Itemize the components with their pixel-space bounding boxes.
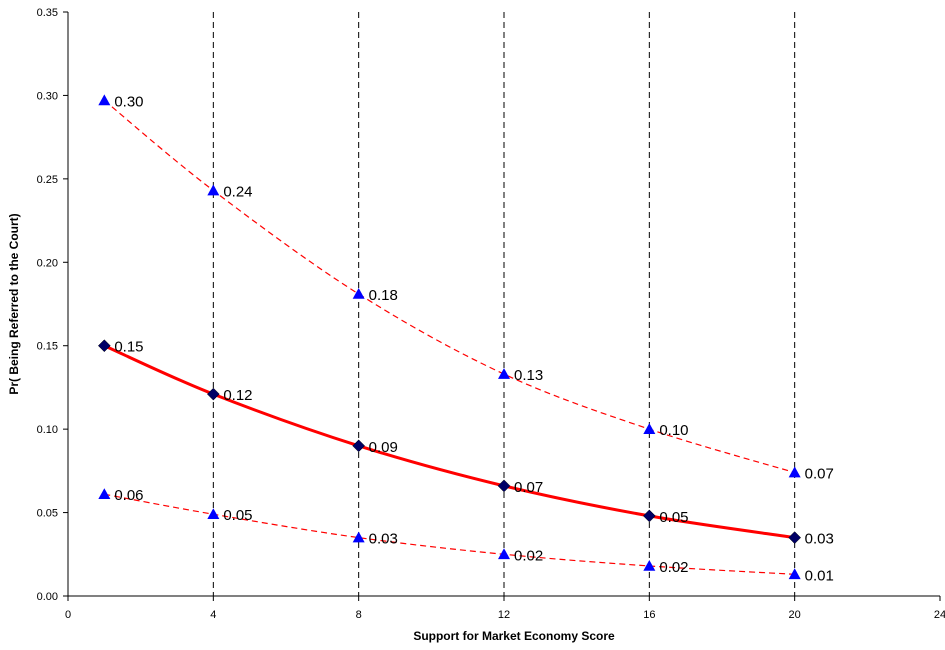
data-label: 0.05 [659, 509, 688, 526]
y-tick-labels: 0.00 0.05 0.10 0.15 0.20 0.25 0.30 0.35 [37, 7, 58, 603]
diamond-marker [788, 531, 802, 544]
triangle-marker [207, 184, 220, 196]
triangle-marker [98, 488, 111, 500]
x-axis-title: Support for Market Economy Score [413, 629, 615, 643]
x-tick-label: 4 [210, 609, 216, 621]
series-line-estimate [103, 344, 795, 540]
diamond-marker [497, 479, 511, 493]
series-lower: 0.06 0.05 0.03 0.02 0.02 0.01 [98, 487, 834, 584]
x-tick-label: 20 [789, 609, 801, 621]
data-label: 0.05 [223, 507, 252, 524]
data-label: 0.02 [514, 547, 543, 564]
data-label: 0.09 [369, 439, 398, 456]
data-label: 0.18 [369, 287, 398, 304]
data-label: 0.03 [369, 531, 398, 548]
data-label: 0.02 [659, 559, 688, 576]
data-label: 0.10 [659, 422, 688, 439]
data-label: 0.07 [514, 479, 543, 496]
x-tick-label: 24 [934, 609, 945, 621]
data-label: 0.01 [805, 567, 834, 584]
data-label: 0.12 [223, 387, 252, 404]
y-tick-label: 0.35 [37, 7, 58, 19]
triangle-marker [498, 548, 510, 560]
y-axis-title: Pr( Being Referred to the Court) [7, 213, 21, 394]
y-tick-label: 0.30 [37, 90, 58, 102]
data-label: 0.15 [114, 339, 143, 356]
diamond-marker [642, 509, 656, 523]
diamond-marker [97, 339, 111, 353]
triangle-marker [643, 559, 656, 571]
series-line-lower [104, 493, 795, 575]
x-tick-label: 16 [643, 609, 655, 621]
diamond-marker [352, 439, 366, 453]
x-tick-labels: 0 4 8 12 16 20 24 [65, 609, 945, 621]
triangle-marker [352, 287, 365, 299]
x-tick-label: 12 [498, 609, 510, 621]
y-tick-label: 0.20 [37, 257, 58, 269]
triangle-marker [788, 466, 801, 478]
data-label: 0.30 [114, 93, 143, 110]
series-group: 0.30 0.24 0.18 0.13 0.10 0.07 0.15 0.12 0.09 0.07… [97, 93, 834, 584]
series-upper: 0.30 0.24 0.18 0.13 0.10 0.07 [98, 93, 834, 483]
y-tick-label: 0.10 [37, 424, 58, 436]
y-tick-label: 0.15 [37, 341, 58, 353]
triangle-marker [643, 423, 656, 434]
data-label: 0.06 [114, 487, 143, 504]
y-tick-label: 0.05 [37, 508, 58, 520]
series-estimate: 0.15 0.12 0.09 0.07 0.05 0.03 [97, 339, 834, 548]
data-label: 0.07 [805, 466, 834, 483]
data-label: 0.13 [514, 367, 543, 384]
data-label: 0.24 [223, 184, 252, 201]
data-label: 0.03 [805, 531, 834, 548]
x-tick-label: 8 [356, 609, 362, 621]
triangle-marker [788, 568, 801, 580]
diamond-marker [206, 387, 220, 401]
y-tick-label: 0.25 [37, 174, 58, 186]
triangle-marker [207, 508, 220, 520]
x-tick-label: 0 [65, 609, 71, 621]
triangle-marker [98, 94, 111, 106]
vertical-reference-lines [212, 12, 796, 596]
triangle-marker [352, 531, 365, 543]
triangle-marker [498, 368, 510, 379]
axes [63, 11, 941, 601]
series-line-upper [103, 99, 795, 474]
y-tick-label: 0.00 [37, 591, 58, 603]
